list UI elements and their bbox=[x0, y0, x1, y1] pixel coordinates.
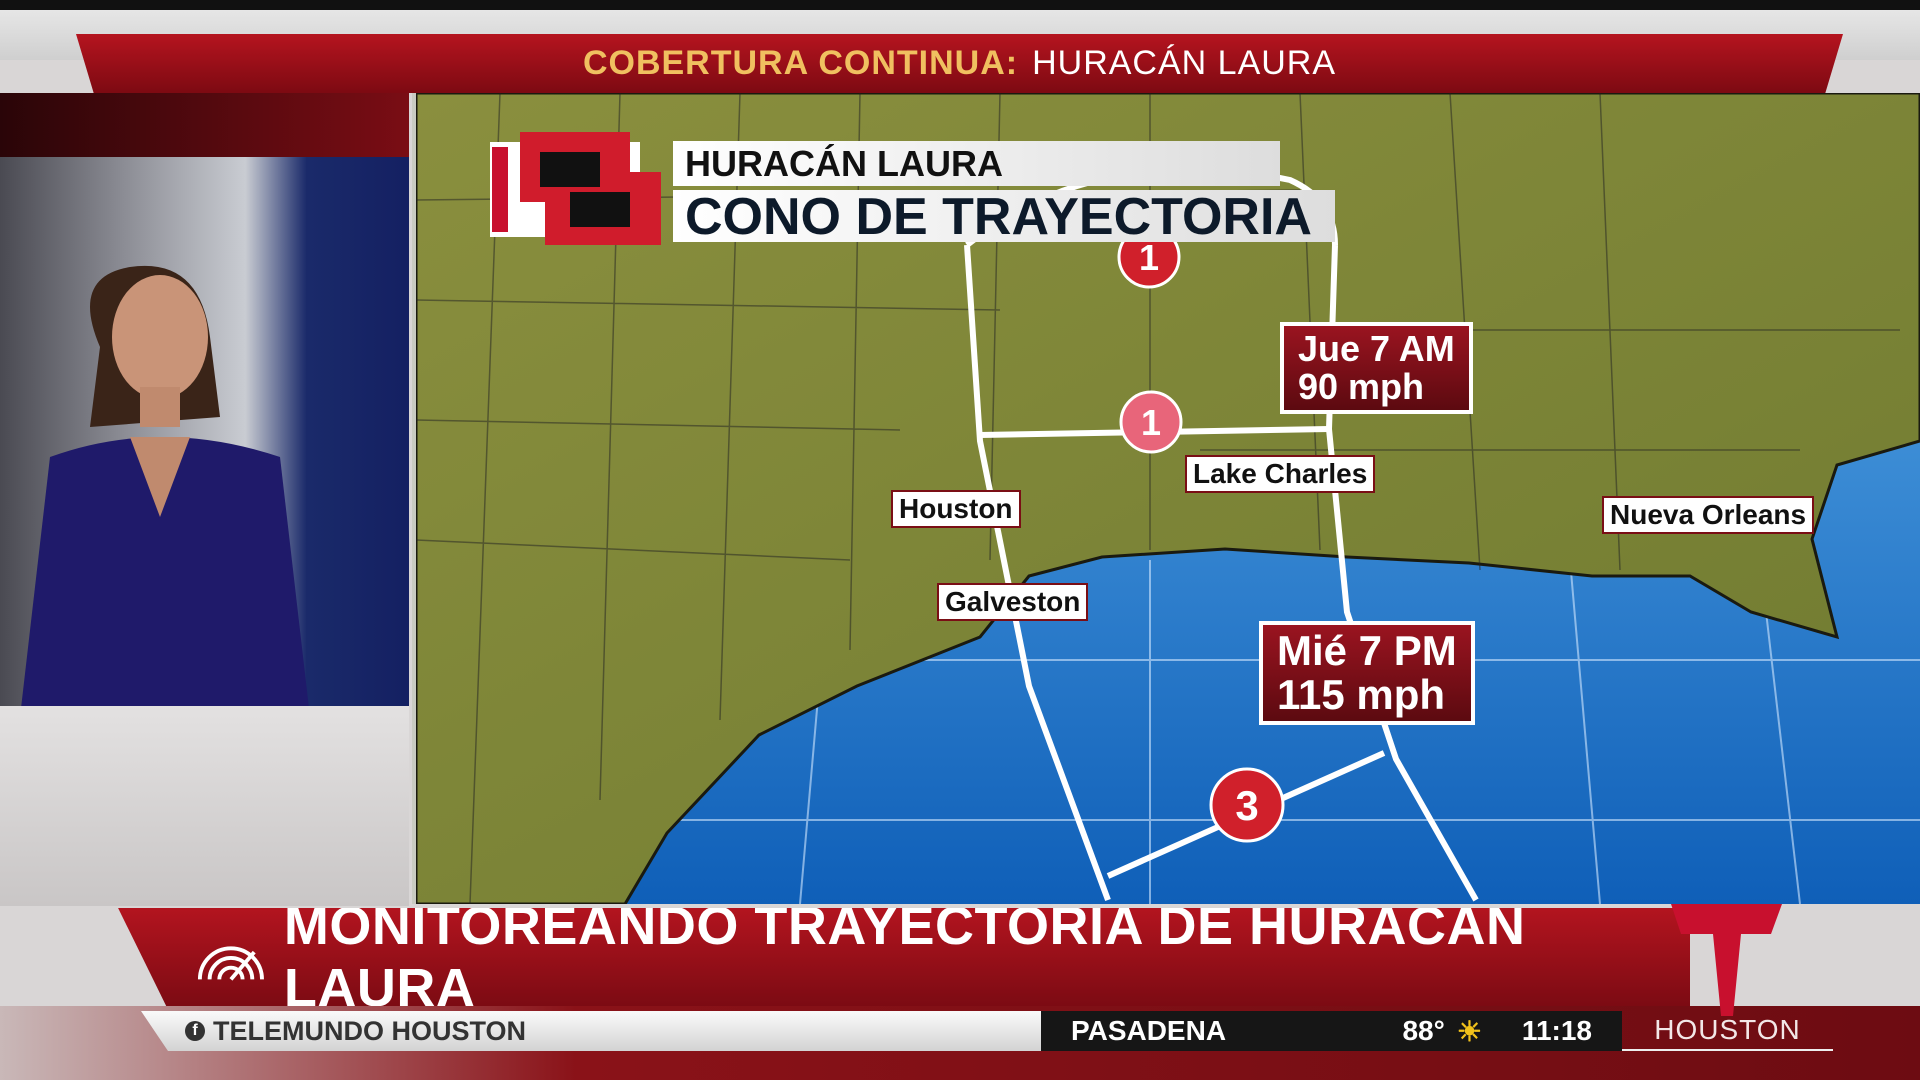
forecast-wind: 90 mph bbox=[1298, 366, 1425, 407]
social-handle: TELEMUNDO HOUSTON bbox=[213, 1015, 527, 1046]
top-strip bbox=[0, 0, 1920, 10]
land-mass bbox=[416, 93, 1920, 904]
ticker-social: f TELEMUNDO HOUSTON bbox=[141, 1011, 1041, 1051]
anchor-figure bbox=[21, 265, 309, 706]
station-name: HOUSTON bbox=[1622, 1011, 1833, 1051]
ticker-weather: PASADENA 88° ☀ 11:18 bbox=[1041, 1011, 1622, 1051]
banner-topic: HURACÁN LAURA bbox=[1032, 44, 1337, 82]
svg-text:3: 3 bbox=[1235, 782, 1258, 829]
hurricane-icon: 1 bbox=[1117, 225, 1181, 289]
anchor-video bbox=[0, 157, 409, 706]
city-label-nueva-orleans: Nueva Orleans bbox=[1602, 496, 1815, 534]
forecast-box-thursday: Jue 7 AM 90 mph bbox=[1280, 322, 1473, 414]
facebook-icon: f bbox=[185, 1021, 205, 1041]
city-label-galveston: Galveston bbox=[937, 583, 1089, 621]
telemundo-logo bbox=[1671, 904, 1782, 1016]
weather-temp: 88° bbox=[1402, 1015, 1445, 1046]
banner-kicker: COBERTURA CONTINUA: bbox=[582, 44, 1019, 82]
top-banner: COBERTURA CONTINUA: HURACÁN LAURA bbox=[76, 34, 1843, 93]
left-panel-header bbox=[0, 93, 409, 157]
forecast-box-wednesday: Mié 7 PM 115 mph bbox=[1259, 621, 1475, 725]
svg-text:1: 1 bbox=[1141, 402, 1161, 443]
hurricane-graphic-logo bbox=[490, 132, 661, 245]
city-label-houston: Houston bbox=[891, 490, 1021, 528]
svg-text:1: 1 bbox=[1139, 237, 1159, 278]
hurricane-icon: 1 bbox=[1119, 390, 1183, 454]
weather-city: PASADENA bbox=[1071, 1015, 1227, 1046]
left-gray-panel bbox=[0, 706, 409, 906]
forecast-wind: 115 mph bbox=[1277, 671, 1446, 718]
partly-sunny-icon: ☀ bbox=[1456, 1015, 1482, 1047]
headline-text: MONITOREANDO TRAYECTORIA DE HURACÁN LAUR… bbox=[283, 896, 1526, 1018]
forecast-time: Mié 7 PM bbox=[1277, 627, 1457, 674]
city-label-lake-charles: Lake Charles bbox=[1185, 455, 1376, 493]
radar-icon bbox=[197, 946, 264, 981]
hurricane-icon: 3 bbox=[1209, 767, 1285, 843]
forecast-time: Jue 7 AM bbox=[1298, 328, 1455, 369]
graphic-title: HURACÁN LAURA bbox=[673, 141, 1280, 186]
clock-time: 11:18 bbox=[1521, 1015, 1592, 1046]
graphic-subtitle: CONO DE TRAYECTORIA bbox=[673, 190, 1335, 244]
headline-banner: MONITOREANDO TRAYECTORIA DE HURACÁN LAUR… bbox=[118, 908, 1690, 1006]
